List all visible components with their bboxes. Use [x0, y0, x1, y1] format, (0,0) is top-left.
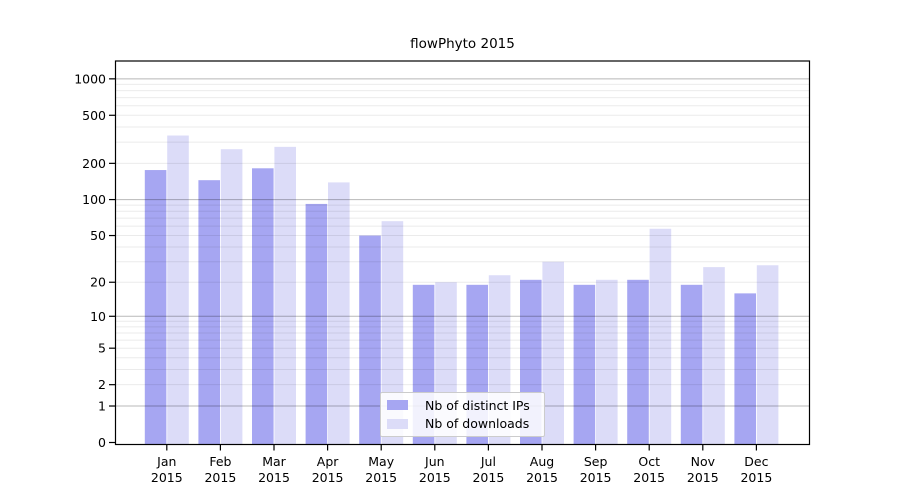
y-tick-label-200: 200	[82, 156, 106, 171]
y-tick-label-0: 0	[98, 435, 106, 450]
bar-downloads-jan	[167, 135, 189, 445]
legend-swatch-distinct-ips-icon	[387, 400, 408, 411]
x-tick-label-year-oct: 2015	[633, 470, 665, 485]
x-tick-label-month-feb: Feb	[209, 454, 231, 469]
bar-downloads-oct	[649, 228, 672, 445]
bar-downloads-may	[381, 221, 404, 445]
bar-downloads-dec	[756, 265, 779, 445]
x-tick-label-month-may: May	[368, 454, 394, 469]
bar-distinct-ips-mar	[252, 168, 274, 445]
x-tick-label-month-dec: Dec	[744, 454, 768, 469]
bar-downloads-apr	[328, 182, 350, 445]
y-tick-label-1000: 1000	[74, 71, 106, 86]
bar-distinct-ips-may	[359, 235, 381, 445]
y-tick-label-100: 100	[82, 192, 106, 207]
y-tick-label-50: 50	[90, 228, 106, 243]
chart-title: flowPhyto 2015	[410, 36, 515, 52]
x-tick-label-year-jul: 2015	[472, 470, 504, 485]
bar-downloads-feb	[220, 149, 243, 445]
bar-distinct-ips-feb	[198, 180, 220, 445]
x-tick-label-year-feb: 2015	[204, 470, 236, 485]
bar-distinct-ips-nov	[680, 284, 703, 445]
x-tick-label-month-jul: Jul	[480, 454, 496, 469]
plot-border	[114, 60, 811, 446]
bar-distinct-ips-jan	[144, 170, 167, 445]
bar-distinct-ips-sep	[573, 284, 596, 445]
bar-downloads-sep	[596, 279, 618, 445]
x-tick-label-month-jun: Jun	[424, 454, 445, 469]
x-tick-label-year-apr: 2015	[312, 470, 344, 485]
legend: Nb of distinct IPs Nb of downloads	[380, 392, 545, 437]
y-tick-label-2: 2	[98, 377, 106, 392]
y-tick-label-1: 1	[98, 399, 106, 414]
x-tick-label-month-apr: Apr	[317, 454, 339, 469]
x-tick-label-year-mar: 2015	[258, 470, 290, 485]
x-tick-label-month-mar: Mar	[262, 454, 286, 469]
bar-downloads-nov	[703, 267, 725, 445]
x-tick-label-month-nov: Nov	[691, 454, 716, 469]
x-tick-label-year-sep: 2015	[580, 470, 612, 485]
legend-label-distinct-ips: Nb of distinct IPs	[425, 397, 530, 413]
legend-swatch-downloads-icon	[387, 418, 408, 429]
bar-distinct-ips-oct	[627, 279, 649, 445]
x-tick-label-year-jun: 2015	[419, 470, 451, 485]
bar-downloads-aug	[542, 261, 564, 445]
legend-item-distinct-ips: Nb of distinct IPs	[387, 396, 544, 414]
y-tick-label-5: 5	[98, 341, 106, 356]
x-tick-label-year-aug: 2015	[526, 470, 558, 485]
legend-label-downloads: Nb of downloads	[425, 416, 530, 432]
x-tick-label-year-may: 2015	[365, 470, 397, 485]
x-tick-label-month-jan: Jan	[156, 454, 176, 469]
bar-downloads-mar	[274, 146, 296, 445]
y-tick-label-10: 10	[90, 309, 106, 324]
y-tick-label-500: 500	[82, 108, 106, 123]
y-tick-label-20: 20	[90, 275, 106, 290]
x-tick-label-month-sep: Sep	[584, 454, 608, 469]
bar-distinct-ips-apr	[305, 203, 328, 445]
x-tick-label-year-jan: 2015	[151, 470, 183, 485]
x-tick-label-year-dec: 2015	[740, 470, 772, 485]
legend-item-downloads: Nb of downloads	[387, 415, 544, 433]
x-tick-label-month-aug: Aug	[530, 454, 554, 469]
x-tick-label-month-oct: Oct	[638, 454, 660, 469]
bar-distinct-ips-dec	[734, 293, 756, 445]
x-tick-label-year-nov: 2015	[687, 470, 719, 485]
